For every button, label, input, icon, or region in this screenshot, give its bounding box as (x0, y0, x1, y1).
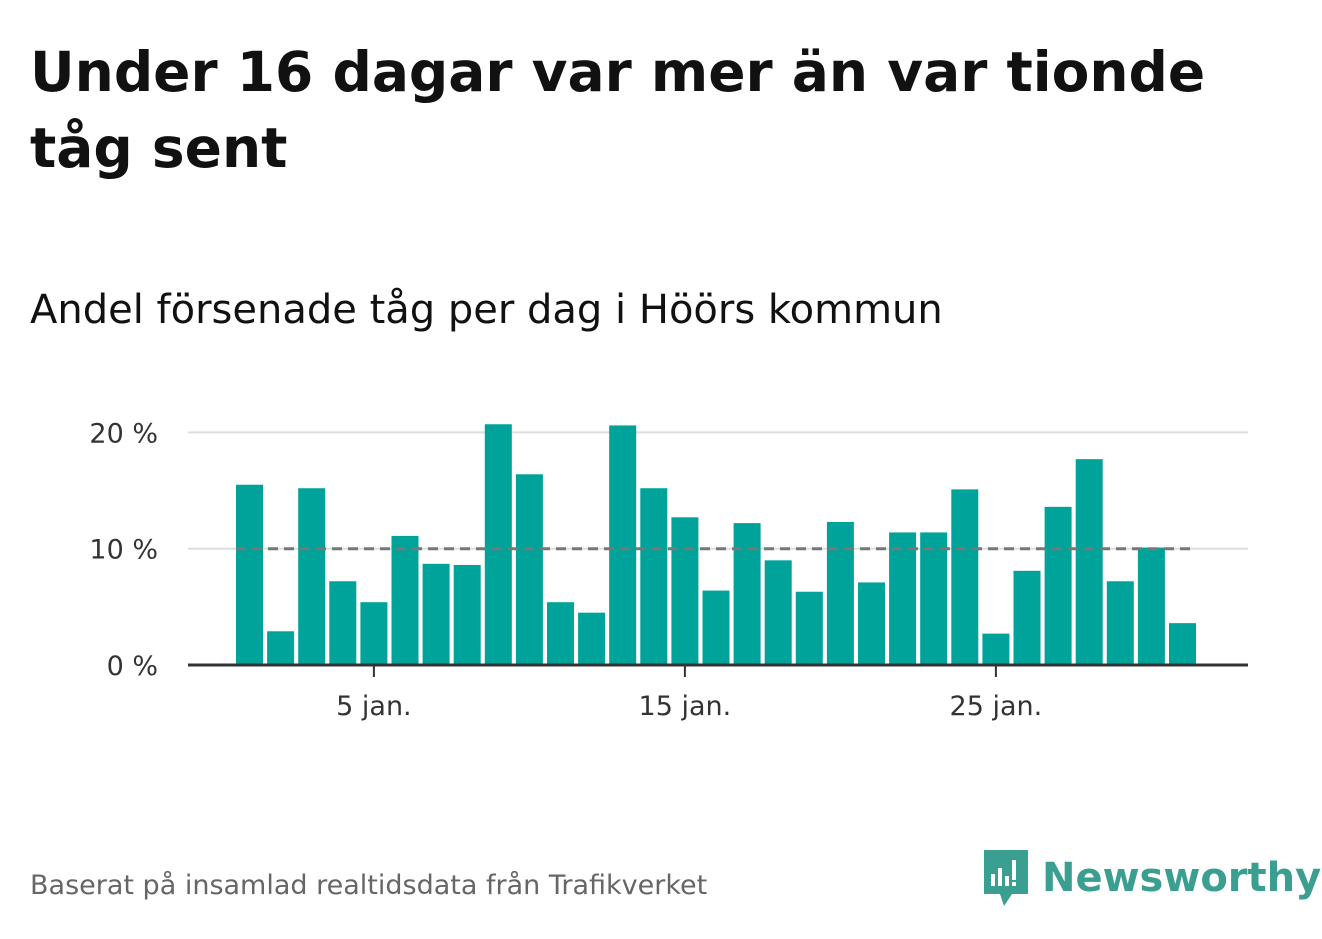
brand-name: Newsworthy (1042, 855, 1322, 901)
bar (1044, 506, 1072, 665)
bar (858, 582, 885, 665)
bar (826, 521, 854, 665)
x-tick-label: 15 jan. (639, 691, 732, 722)
bar (267, 631, 295, 665)
bar (609, 425, 637, 665)
bar (329, 581, 357, 665)
bar (671, 517, 699, 665)
bar (360, 602, 388, 665)
bar (484, 424, 512, 665)
bar (391, 535, 419, 665)
bar (1075, 459, 1103, 665)
bar (640, 488, 668, 665)
bar (982, 633, 1010, 665)
axes: 0 % 10 % 20 % 5 jan. 15 jan. 25 jan. (89, 418, 1248, 722)
bar (298, 488, 326, 665)
brand-logo[interactable]: Newsworthy (982, 848, 1321, 908)
bar (422, 563, 450, 665)
y-tick-label: 0 % (107, 651, 158, 682)
bar (547, 602, 574, 665)
bar (764, 560, 792, 665)
bar (733, 523, 761, 665)
y-tick-label: 10 % (89, 535, 158, 566)
y-tick-label: 20 % (89, 418, 158, 449)
bar (1013, 570, 1041, 665)
bar (1106, 581, 1134, 665)
x-tick-label: 5 jan. (336, 691, 412, 722)
bar (889, 532, 917, 665)
x-tick-label: 25 jan. (950, 691, 1043, 722)
newsworthy-logo-icon (984, 850, 1028, 906)
bar-chart: 0 % 10 % 20 % 5 jan. 15 jan. 25 jan. (89, 418, 1248, 722)
bar (453, 564, 481, 665)
bars (236, 424, 1196, 665)
bar (795, 591, 823, 665)
bar (702, 590, 730, 665)
bar (1169, 623, 1196, 665)
bar (515, 474, 543, 665)
bar (236, 484, 263, 665)
bar (951, 489, 979, 665)
chart-title: Under 16 dagar var mer än var tionde tåg… (30, 40, 1206, 180)
bar (1137, 547, 1165, 665)
chart-subtitle: Andel försenade tåg per dag i Höörs komm… (30, 287, 943, 333)
bar (578, 612, 606, 665)
source-note: Baserat på insamlad realtidsdata från Tr… (30, 870, 708, 901)
bar (920, 532, 948, 665)
